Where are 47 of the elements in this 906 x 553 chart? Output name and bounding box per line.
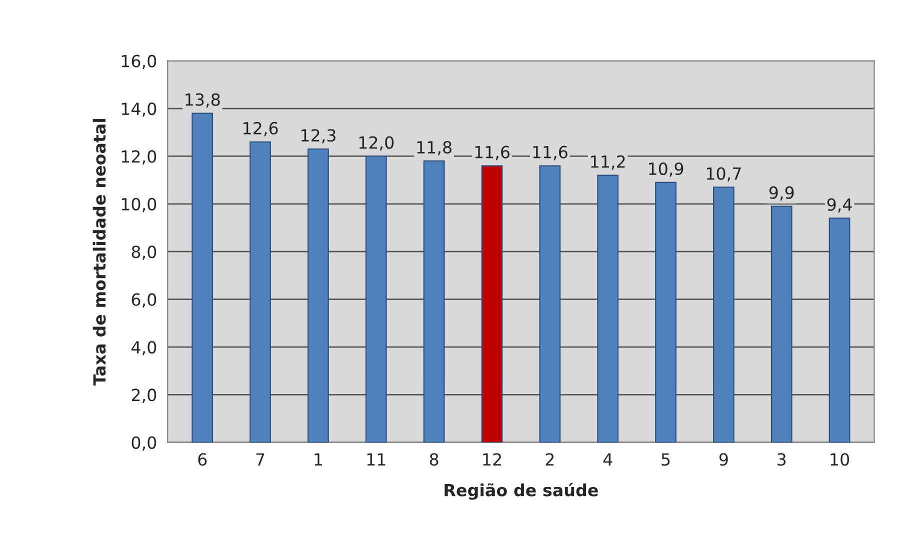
x-tick-label: 11	[367, 453, 386, 466]
data-label: 12,6	[244, 122, 278, 136]
bar	[597, 174, 619, 442]
y-axis-title: Taxa de mortalidade neoatal	[92, 119, 106, 386]
y-tick-label: 8,0	[132, 246, 156, 260]
y-tick-label: 12,0	[122, 150, 156, 164]
bar	[712, 186, 734, 442]
x-tick-label: 9	[719, 453, 728, 466]
bar	[539, 165, 561, 442]
x-tick-label: 2	[546, 453, 554, 466]
x-tick-label: 10	[830, 453, 850, 466]
data-label: 9,4	[827, 198, 852, 213]
data-label: 11,6	[475, 146, 510, 160]
bar	[828, 218, 850, 442]
x-tick-label: 7	[256, 453, 264, 466]
data-label: 12,3	[301, 129, 336, 144]
y-tick-label: 16,0	[122, 54, 156, 70]
bar	[423, 160, 445, 442]
bar	[770, 206, 792, 442]
y-tick-label: 4,0	[132, 340, 156, 356]
data-label: 9,9	[769, 186, 794, 201]
data-label: 11,8	[417, 140, 452, 156]
y-tick-label: 14,0	[122, 102, 156, 117]
x-tick-label: 6	[198, 453, 207, 466]
x-tick-label: 3	[778, 453, 786, 466]
y-tick-label: 6,0	[132, 293, 156, 308]
x-tick-label: 5	[662, 453, 670, 466]
data-label: 10,9	[649, 162, 684, 177]
bar	[308, 148, 329, 442]
bar	[365, 156, 387, 442]
x-tick-label: 12	[483, 453, 501, 466]
data-label: 10,7	[706, 167, 741, 182]
y-tick-label: 2,0	[132, 388, 156, 403]
x-tick-label: 1	[314, 453, 322, 466]
y-tick-label: 0,0	[132, 436, 156, 451]
bar	[250, 141, 271, 442]
data-label: 13,8	[186, 93, 220, 108]
bar	[655, 182, 676, 442]
bar	[192, 112, 214, 442]
y-tick-label: 10,0	[122, 198, 156, 212]
x-tick-label: 8	[430, 453, 438, 466]
data-label: 12,0	[359, 136, 394, 151]
x-axis-title: Região de saúde	[444, 482, 598, 500]
bar	[481, 165, 503, 442]
x-tick-label: 4	[603, 453, 612, 466]
data-label: 11,2	[591, 155, 625, 170]
data-label: 11,6	[533, 146, 568, 160]
